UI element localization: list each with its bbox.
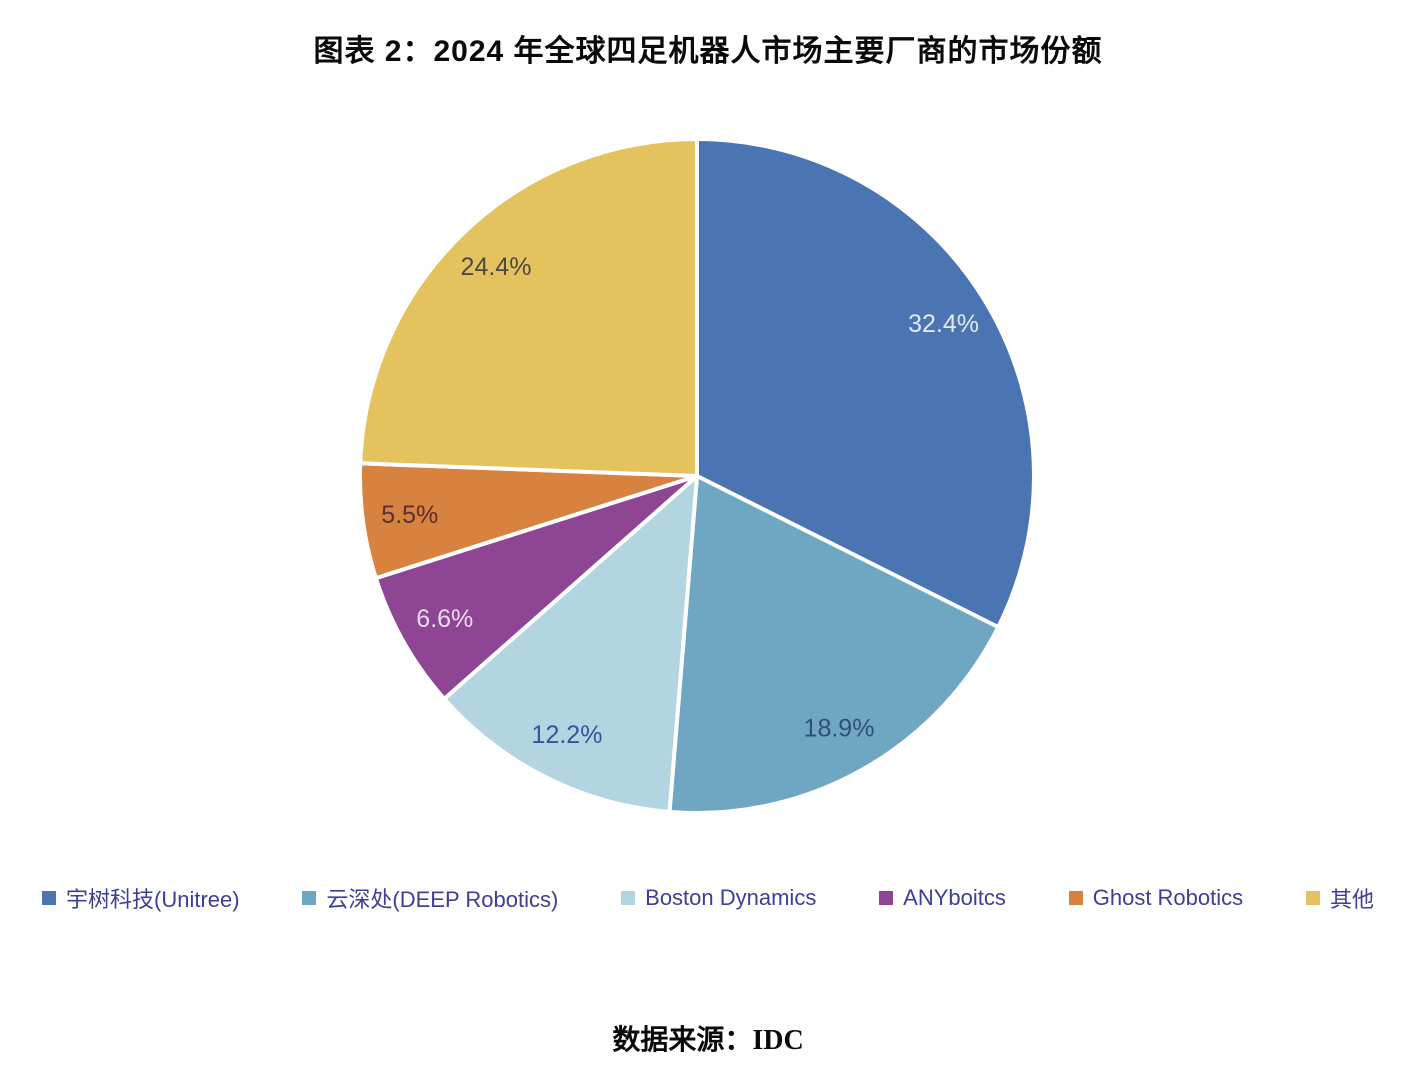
pie-slice-value-label-0: 32.4%: [908, 310, 979, 338]
chart-title: 图表 2：2024 年全球四足机器人市场主要厂商的市场份额: [313, 35, 1103, 68]
legend-label-unitree: 宇树科技(Unitree): [66, 887, 240, 912]
pie-slice-5: [358, 137, 699, 478]
pie-slice-value-label-1: 18.9%: [804, 715, 875, 743]
pie-slice-value-label-2: 12.2%: [532, 721, 603, 749]
legend-swatch-deep-robotics: [302, 891, 317, 905]
legend-swatch-others: [1305, 891, 1320, 905]
pie-slice-3: [373, 474, 699, 701]
legend-label-ghost-robotics: Ghost Robotics: [1092, 885, 1244, 910]
data-source-label: 数据来源：: [612, 1024, 753, 1055]
legend-swatch-anybotics: [879, 891, 894, 905]
legend-swatch-ghost-robotics: [1068, 891, 1083, 905]
legend-item-deep-robotics: 云深处(DEEP Robotics): [302, 882, 558, 914]
legend-item-boston-dynamics: Boston Dynamics: [621, 885, 816, 911]
pie-slice-value-label-3: 6.6%: [416, 605, 473, 633]
legend-item-ghost-robotics: Ghost Robotics: [1068, 885, 1244, 911]
legend-label-others: 其他: [1329, 887, 1374, 912]
legend-item-anybotics: ANYboitcs: [879, 885, 1006, 911]
legend-item-others: 其他: [1305, 882, 1374, 914]
legend-swatch-boston-dynamics: [621, 891, 636, 905]
data-source-value: IDC: [752, 1025, 804, 1056]
legend-label-anybotics: ANYboitcs: [903, 885, 1006, 910]
pie-slice-value-label-4: 5.5%: [381, 501, 438, 529]
chart-legend: 宇树科技(Unitree) 云深处(DEEP Robotics) Boston …: [0, 882, 1416, 914]
pie-slice-value-label-5: 24.4%: [461, 253, 532, 281]
legend-item-unitree: 宇树科技(Unitree): [42, 882, 240, 914]
pie-slice-1: [667, 474, 1001, 815]
legend-label-boston-dynamics: Boston Dynamics: [645, 885, 817, 910]
legend-label-deep-robotics: 云深处(DEEP Robotics): [326, 887, 559, 912]
legend-swatch-unitree: [42, 891, 56, 905]
pie-slice-0: [695, 137, 1036, 630]
pie-slice-2: [442, 474, 699, 814]
pie-chart: 32.4% 18.9% 12.2% 6.6% 5.5% 24.4%: [358, 137, 1036, 815]
data-source: 数据来源：IDC: [0, 1018, 1416, 1058]
